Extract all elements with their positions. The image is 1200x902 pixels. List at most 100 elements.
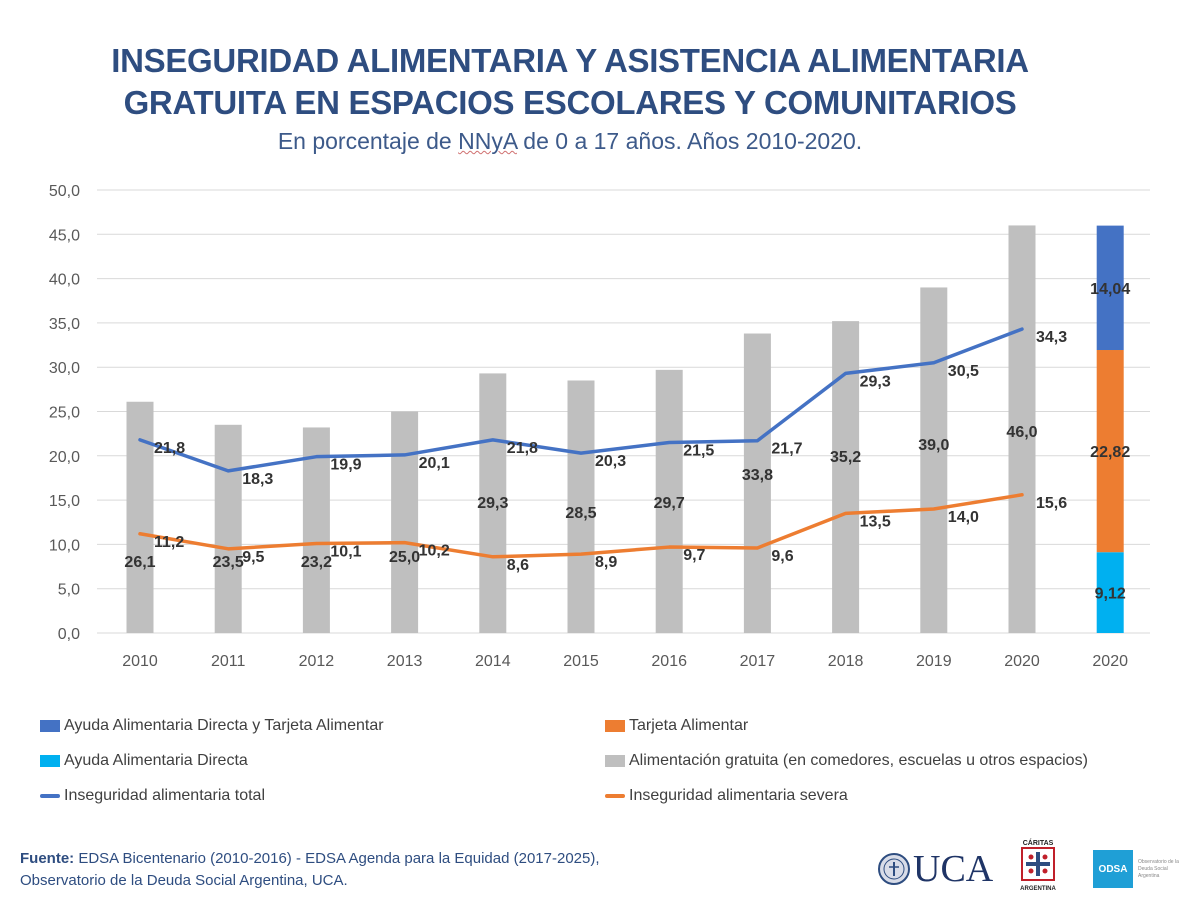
subtitle-prefix: En porcentaje de [277,128,459,154]
line-data-label: 11,2 [154,534,184,551]
y-tick-label: 40,0 [49,272,80,289]
x-tick-label: 2020 [1092,653,1128,670]
bar-data-label: 28,5 [565,505,596,522]
chart-title-line1: INSEGURIDAD ALIMENTARIA Y ASISTENCIA ALI… [111,42,1029,79]
line-data-label: 8,9 [595,554,617,571]
line-data-label: 9,5 [242,549,264,566]
line-data-label: 8,6 [507,557,529,574]
chart-title-line2: GRATUITA EN ESPACIOS ESCOLARES Y COMUNIT… [123,84,1017,121]
legend-item: Inseguridad alimentaria total [40,787,265,805]
bar-alimentacion-gratuita [302,427,330,633]
line-data-label: 30,5 [948,363,979,380]
gridlines [97,189,1150,634]
source-line2: Observatorio de la Deuda Social Argentin… [20,872,348,889]
stacked-data-label: 22,82 [1090,444,1130,461]
y-tick-label: 15,0 [49,493,80,510]
subtitle-nnya: NNyA [458,128,517,154]
legend-line-swatch [605,794,625,798]
stacked-bar-segment [1096,350,1124,553]
bar-data-label: 46,0 [1006,424,1037,441]
bar-data-label: 29,7 [654,495,685,512]
bar-alimentacion-gratuita [567,380,595,633]
y-tick-label: 20,0 [49,449,80,466]
x-tick-label: 2014 [475,653,511,670]
stacked-data-label: 14,04 [1090,281,1130,298]
line-data-label: 10,2 [419,543,450,560]
line-data-label: 19,9 [330,457,361,474]
x-tick-label: 2016 [651,653,687,670]
chart-subtitle: En porcentaje de NNyA de 0 a 17 años. Añ… [0,128,1140,155]
x-tick-label: 2013 [387,653,423,670]
x-tick-label: 2015 [563,653,599,670]
caritas-logo: CÁRITAS ARGENTINA [1018,840,1058,892]
legend-label: Tarjeta Alimentar [629,717,749,734]
bar-alimentacion-gratuita [743,333,771,633]
line-data-label: 34,3 [1036,329,1067,346]
legend-item: Ayuda Alimentaria Directa [40,752,248,770]
line-data-label: 14,0 [948,509,979,526]
bar-data-label: 23,2 [301,554,332,571]
bar-data-label: 25,0 [389,549,420,566]
data-labels: 9,12 22,82 14,04 21,8 18,3 19,9 20,1 21,8 20,3 21… [124,281,1130,603]
x-tick-label: 2020 [1004,653,1040,670]
subtitle-suffix: de 0 a 17 años. Años 2010-2020. [516,128,863,154]
line-data-label: 9,6 [771,548,793,565]
legend-item: Alimentación gratuita (en comedores, esc… [605,752,1088,770]
odsa-caption: Observatorio de la Deuda Social Argentin… [1138,858,1179,879]
legend-line-swatch [40,794,60,798]
line-data-label: 21,5 [683,443,714,460]
uca-logo: UCA [877,850,993,888]
caritas-top-text: CÁRITAS [1022,840,1054,847]
x-tick-label: 2019 [916,653,952,670]
legend-box-swatch [40,720,60,732]
bar-data-label: 39,0 [918,437,949,454]
legend-box-swatch [605,720,625,732]
source-note: Fuente: EDSA Bicentenario (2010-2016) - … [20,848,600,892]
legend-item: Tarjeta Alimentar [605,717,748,735]
y-tick-label: 50,0 [49,183,80,200]
bar-data-label: 29,3 [477,495,508,512]
y-tick-label: 10,0 [49,537,80,554]
y-tick-label: 45,0 [49,227,80,244]
line-inseguridad-severa [138,493,1024,559]
stacked-bar-segment [1096,552,1124,633]
bar-alimentacion-gratuita [126,401,154,633]
odsa-logo: ODSA Observatorio de la Deuda Social Arg… [1093,850,1186,888]
y-tick-label: 35,0 [49,316,80,333]
bar-data-label: 33,8 [742,467,773,484]
legend-item: Inseguridad alimentaria severa [605,787,848,805]
line-inseguridad-total [138,327,1024,473]
x-tick-label: 2010 [122,653,158,670]
bar-alimentacion-gratuita [214,424,242,633]
legend-label: Inseguridad alimentaria total [64,787,266,804]
bar-data-label: 35,2 [830,449,861,466]
x-tick-label: 2012 [299,653,335,670]
line-data-label: 10,1 [330,544,361,561]
bar-alimentacion-gratuita [920,287,948,633]
x-tick-label: 2011 [211,653,246,670]
lines [138,327,1024,559]
caritas-bottom-text: ARGENTINA [1020,886,1056,892]
bar-data-label: 26,1 [124,554,155,571]
source-line1: EDSA Bicentenario (2010-2016) - EDSA Age… [74,850,600,867]
source-label: Fuente: [20,850,75,867]
line-data-label: 18,3 [242,471,273,488]
y-axis: 0,0 5,0 10,0 15,0 20,0 25,0 30,0 35,0 40,0 45,0 50… [49,183,80,643]
uca-seal-icon [878,853,910,885]
stacked-bar-segment [1096,225,1124,351]
odsa-badge: ODSA [1093,850,1133,888]
legend-box-swatch [40,755,60,767]
y-tick-label: 25,0 [49,405,80,422]
legend-label: Ayuda Alimentaria Directa [64,752,248,769]
y-tick-label: 30,0 [49,360,80,377]
caritas-cross-icon [1021,847,1055,881]
x-axis: 2010 2011 2012 2013 2014 2015 2016 2017 2018 2019… [122,653,1128,670]
bar-alimentacion-gratuita [391,411,419,633]
line-data-label: 13,5 [860,513,891,530]
legend-label: Inseguridad alimentaria severa [629,787,848,804]
x-tick-label: 2018 [828,653,864,670]
bar-alimentacion-gratuita [832,321,860,633]
legend-label: Ayuda Alimentaria Directa y Tarjeta Alim… [64,717,384,734]
x-tick-label: 2017 [740,653,776,670]
line-data-label: 20,3 [595,453,626,470]
